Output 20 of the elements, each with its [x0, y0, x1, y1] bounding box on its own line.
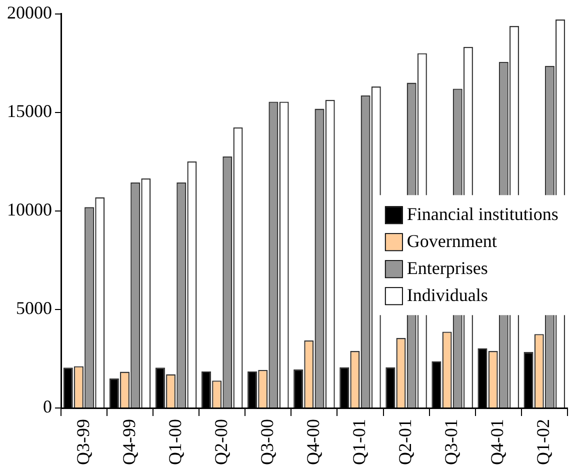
x-tick-label: Q1-02 — [533, 419, 554, 466]
x-tick-label: Q4-99 — [118, 419, 139, 466]
x-tick-label: Q3-01 — [441, 419, 462, 466]
legend-label: Individuals — [406, 284, 488, 305]
legend-label: Enterprises — [406, 258, 488, 278]
x-tick-label: Q3-99 — [72, 419, 93, 466]
y-tick-label: 15000 — [7, 101, 52, 122]
x-tick-label: Q1-01 — [348, 419, 369, 466]
y-tick-label: 5000 — [16, 298, 52, 318]
x-tick-label: Q4-01 — [487, 419, 508, 466]
legend-label: Financial institutions — [406, 204, 558, 224]
y-tick-label: 10000 — [7, 200, 52, 220]
x-tick-label: Q3-00 — [256, 419, 277, 466]
x-tick-label: Q2-00 — [210, 419, 231, 466]
x-tick-label: Q4-00 — [302, 419, 323, 466]
x-tick-label: Q1-00 — [164, 419, 185, 466]
y-tick-label: 0 — [43, 396, 52, 417]
x-tick-label: Q2-01 — [395, 419, 416, 466]
legend-label: Government — [406, 230, 497, 251]
y-tick-label: 20000 — [7, 2, 52, 23]
